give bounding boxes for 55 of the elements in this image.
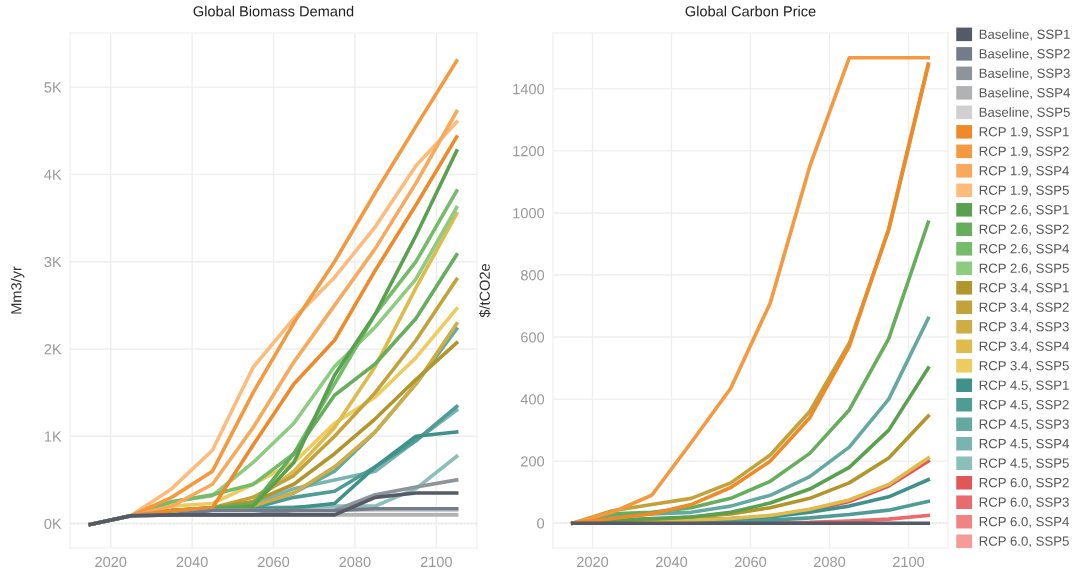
y-tick-label: 600	[521, 332, 545, 343]
legend-label: Baseline, SSP2	[979, 48, 1070, 60]
legend-label: Baseline, SSP5	[979, 107, 1070, 119]
y-tick-label: 200	[521, 456, 545, 467]
y-tick-label: 4K	[44, 169, 62, 180]
chart-title: Global Biomass Demand	[193, 5, 354, 17]
y-tick-label: 3K	[44, 256, 62, 268]
y-tick-label: 400	[520, 394, 545, 405]
legend-label: RCP 4.5, SSP4	[979, 438, 1069, 450]
x-tick-label: 2040	[656, 556, 688, 568]
y-tick-label: 2K	[44, 344, 62, 355]
y-tick-label: 800	[520, 270, 545, 281]
legend-label: RCP 4.5, SSP5	[979, 458, 1069, 470]
y-tick-label: 1000	[513, 208, 545, 219]
legend-label: RCP 6.0, SSP2	[979, 477, 1069, 489]
legend-label: RCP 1.9, SSP1	[979, 127, 1069, 138]
x-tick-label: 2100	[420, 556, 452, 568]
legend-label: RCP 1.9, SSP2	[979, 146, 1069, 158]
legend-label: RCP 6.0, SSP5	[979, 536, 1069, 548]
x-tick-label: 2020	[95, 556, 127, 568]
legend-label: RCP 3.4, SSP5	[979, 361, 1069, 372]
legend-label: RCP 3.4, SSP4	[979, 341, 1069, 353]
x-tick-label: 2060	[258, 556, 290, 568]
y-tick-label: 5K	[44, 82, 62, 93]
legend-label: RCP 3.4, SSP1	[979, 283, 1069, 294]
legend-label: RCP 3.4, SSP3	[979, 322, 1069, 333]
x-tick-label: 2060	[735, 556, 767, 568]
legend-label: RCP 2.6, SSP1	[979, 205, 1069, 216]
legend-label: RCP 6.0, SSP4	[979, 516, 1069, 528]
x-tick-label: 2080	[339, 556, 371, 568]
legend-label: RCP 4.5, SSP2	[979, 399, 1069, 411]
legend-label: RCP 3.4, SSP2	[979, 302, 1069, 314]
y-axis-title: Mm3/yr	[10, 266, 25, 314]
legend-label: RCP 4.5, SSP1	[979, 380, 1069, 392]
chart-title: Global Carbon Price	[685, 5, 816, 17]
y-tick-label: 1K	[44, 431, 62, 442]
legend-label: RCP 1.9, SSP4	[979, 166, 1069, 177]
legend-label: RCP 1.9, SSP5	[979, 185, 1069, 197]
legend-label: RCP 2.6, SSP4	[979, 244, 1069, 255]
x-tick-label: 2020	[577, 556, 609, 568]
legend-label: Baseline, SSP1	[979, 29, 1070, 41]
x-tick-label: 2080	[814, 556, 846, 568]
y-tick-label: 0K	[44, 518, 62, 529]
legend-label: Baseline, SSP4	[979, 87, 1070, 99]
legend-label: RCP 2.6, SSP2	[979, 224, 1069, 236]
y-tick-label: 0	[537, 518, 545, 529]
y-axis-title: $/tCO2e	[478, 263, 491, 318]
y-tick-label: 1200	[513, 145, 545, 157]
legend-label: Baseline, SSP3	[979, 68, 1070, 80]
legend-label: RCP 2.6, SSP5	[979, 263, 1069, 275]
legend-label: RCP 4.5, SSP3	[979, 419, 1069, 431]
x-tick-label: 2100	[893, 556, 925, 568]
legend-label: RCP 6.0, SSP3	[979, 497, 1069, 509]
y-tick-label: 1400	[513, 83, 545, 95]
x-tick-label: 2040	[176, 556, 208, 568]
